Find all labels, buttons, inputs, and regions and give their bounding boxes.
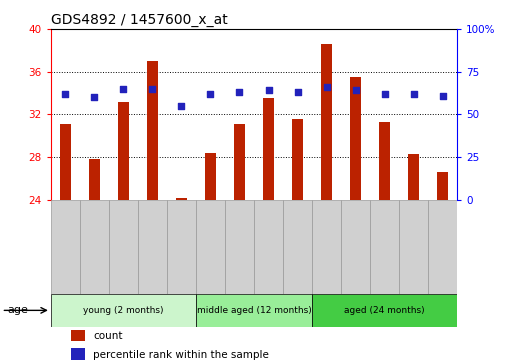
Point [323, 84, 331, 90]
Bar [71, 330, 85, 341]
Bar [437, 172, 449, 200]
Point [409, 91, 418, 97]
Point [119, 86, 128, 92]
Point [61, 91, 70, 97]
Bar [51, 294, 196, 327]
Text: age: age [8, 305, 28, 315]
Bar [176, 197, 187, 200]
Bar [408, 154, 420, 200]
Bar [283, 200, 312, 294]
Bar [379, 122, 391, 200]
Bar [341, 200, 370, 294]
Text: aged (24 months): aged (24 months) [344, 306, 425, 315]
Point [265, 87, 273, 93]
Text: middle aged (12 months): middle aged (12 months) [197, 306, 311, 315]
Bar [80, 200, 109, 294]
Bar [312, 294, 457, 327]
Point [294, 89, 302, 95]
Bar [147, 61, 158, 200]
Point [380, 91, 389, 97]
Bar [109, 200, 138, 294]
Point [177, 103, 185, 109]
Bar [428, 200, 457, 294]
Point [148, 86, 156, 92]
Bar [117, 102, 129, 200]
Bar [138, 200, 167, 294]
Bar [196, 200, 225, 294]
Bar [263, 98, 274, 200]
Bar [51, 200, 80, 294]
Bar [254, 200, 283, 294]
Bar [225, 200, 254, 294]
Point [90, 94, 99, 100]
Bar [196, 294, 312, 327]
Text: percentile rank within the sample: percentile rank within the sample [93, 350, 269, 360]
Text: GDS4892 / 1457600_x_at: GDS4892 / 1457600_x_at [51, 13, 228, 26]
Bar [71, 348, 85, 360]
Point [438, 93, 447, 98]
Bar [205, 153, 216, 200]
Bar [370, 200, 399, 294]
Bar [292, 119, 303, 200]
Bar [321, 44, 332, 200]
Bar [167, 200, 196, 294]
Bar [234, 124, 245, 200]
Text: young (2 months): young (2 months) [83, 306, 164, 315]
Bar [312, 200, 341, 294]
Bar [350, 77, 361, 200]
Point [235, 89, 243, 95]
Point [206, 91, 214, 97]
Bar [88, 159, 100, 200]
Point [352, 87, 360, 93]
Text: count: count [93, 331, 123, 341]
Bar [59, 124, 71, 200]
Bar [399, 200, 428, 294]
